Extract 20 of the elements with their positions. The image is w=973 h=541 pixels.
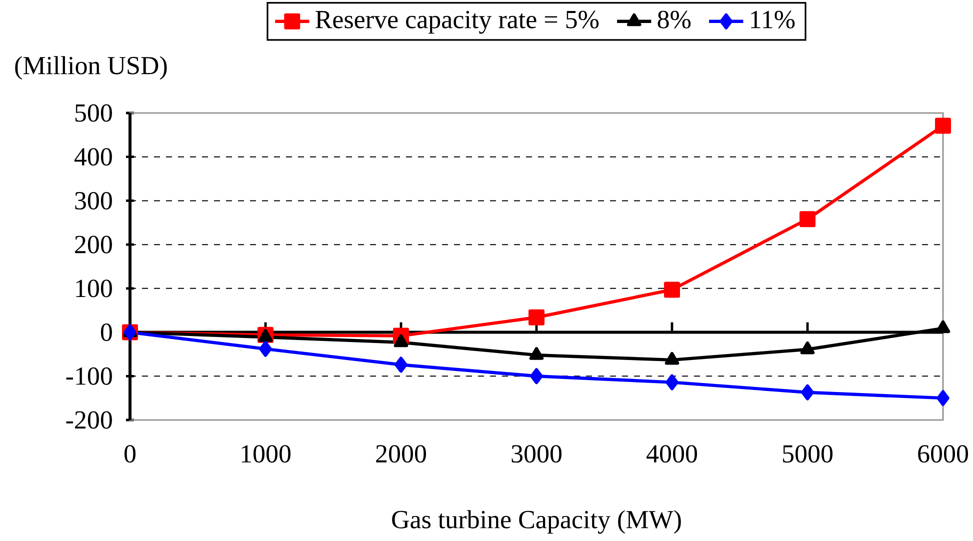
x-tick-label: 0 <box>124 445 136 463</box>
x-tick-label: 2000 <box>376 445 426 463</box>
legend-label: 11% <box>751 10 795 28</box>
legend-label: 8% <box>658 10 691 28</box>
y-tick-label: 400 <box>74 148 112 166</box>
x-axis-title: Gas turbine Capacity (MW) <box>392 510 681 534</box>
x-tick-label: 5000 <box>783 445 833 463</box>
y-axis-title: (Million USD) <box>15 56 167 80</box>
y-tick-label: 0 <box>100 324 112 342</box>
y-tick-label: -200 <box>66 411 112 429</box>
legend-label: Reserve capacity rate = 5% <box>316 10 599 34</box>
y-tick-label: 200 <box>75 236 112 254</box>
x-tick-label: 6000 <box>918 445 968 463</box>
y-tick-label: 500 <box>75 104 112 122</box>
x-tick-label: 4000 <box>646 445 698 463</box>
y-tick-label: 100 <box>76 280 112 298</box>
y-tick-label: -100 <box>66 367 112 385</box>
y-tick-label: 300 <box>75 192 112 210</box>
x-tick-label: 1000 <box>242 445 291 463</box>
x-tick-label: 3000 <box>512 445 562 463</box>
